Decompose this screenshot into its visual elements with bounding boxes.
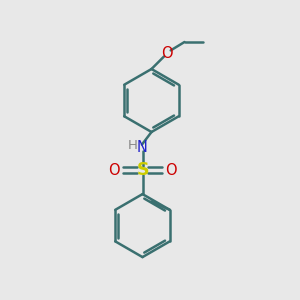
Text: N: N <box>137 140 148 155</box>
Text: O: O <box>161 46 173 61</box>
Text: S: S <box>136 161 149 179</box>
Text: H: H <box>128 139 137 152</box>
Text: O: O <box>109 163 120 178</box>
Text: O: O <box>165 163 176 178</box>
